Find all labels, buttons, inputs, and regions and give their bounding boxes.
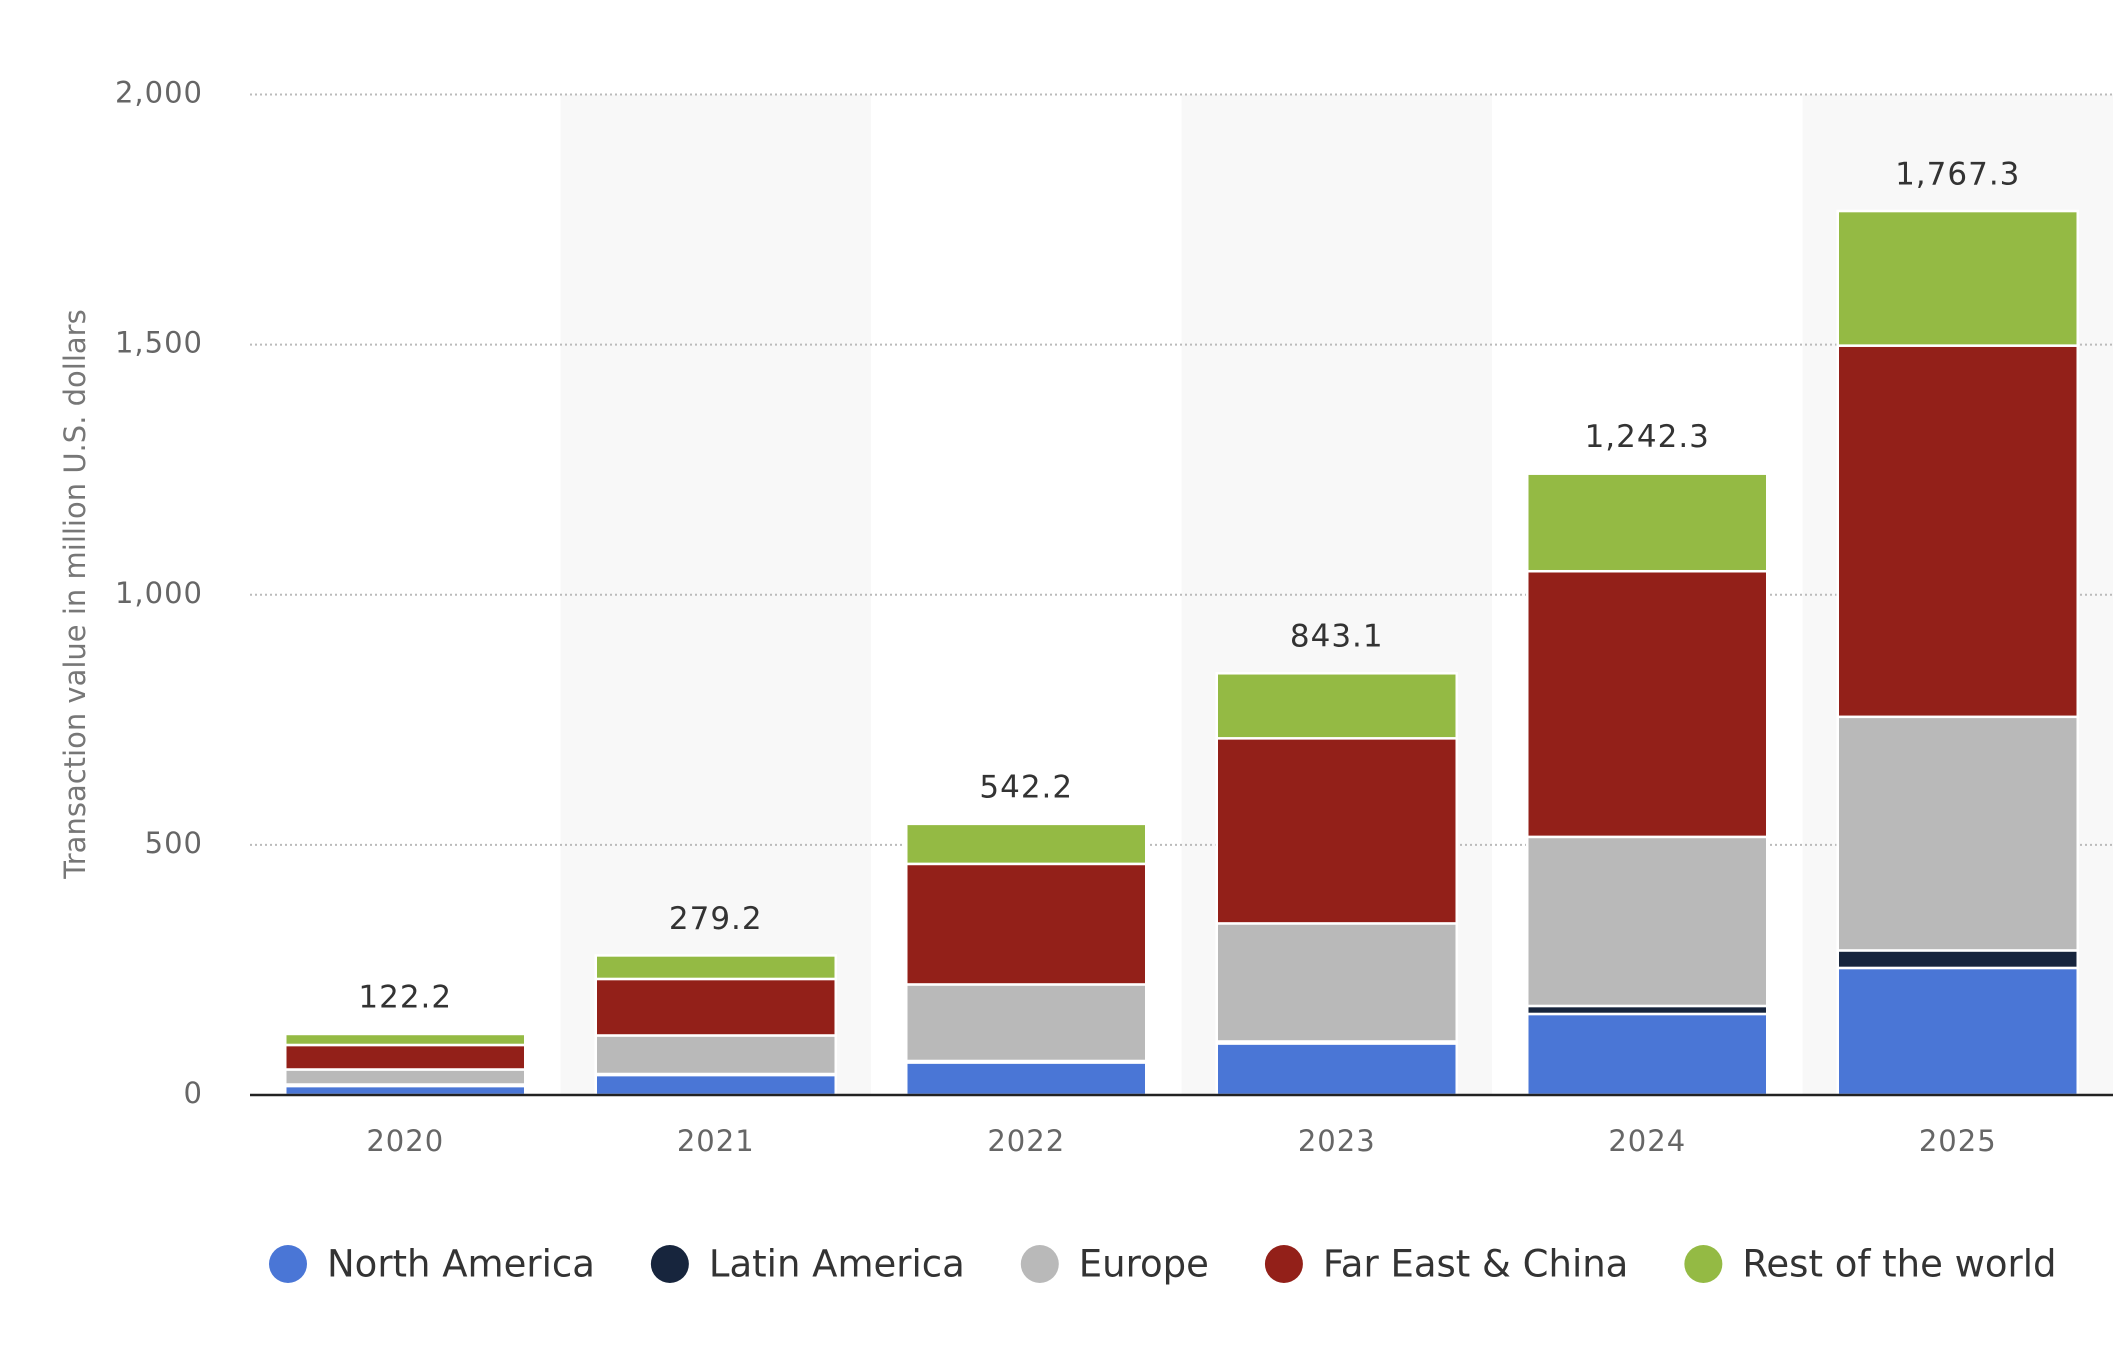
- y-tick-label: 1,000: [115, 576, 203, 610]
- bar-segment: [1215, 672, 1458, 740]
- total-label: 122.2: [358, 979, 452, 1015]
- legend-label: Latin America: [709, 1243, 965, 1286]
- y-tick-label: 0: [184, 1076, 203, 1110]
- bar-segment: [905, 983, 1148, 1063]
- bar-segment: [1215, 737, 1458, 925]
- total-label: 1,767.3: [1895, 156, 2020, 192]
- total-label: 1,242.3: [1585, 419, 1710, 455]
- bar-segment: [905, 1061, 1148, 1097]
- y-axis-title: Transaction value in million U.S. dollar…: [58, 309, 92, 879]
- total-label: 279.2: [669, 901, 763, 937]
- bar-segment: [905, 862, 1148, 986]
- y-tick-label: 2,000: [115, 76, 203, 110]
- y-tick-label: 500: [145, 826, 203, 860]
- total-label: 542.2: [979, 769, 1073, 805]
- legend-swatch: [650, 1245, 689, 1283]
- bar-segment: [594, 954, 837, 981]
- bar-segment: [284, 1084, 527, 1097]
- y-tick-label: 1,500: [115, 326, 203, 360]
- legend-item: Far East & China: [1264, 1243, 1628, 1286]
- x-tick-label: 2022: [987, 1124, 1065, 1158]
- x-tick-label: 2023: [1298, 1124, 1376, 1158]
- x-tick-label: 2025: [1919, 1124, 1997, 1158]
- bar-segment: [1215, 922, 1458, 1043]
- bar-segment: [1526, 472, 1769, 573]
- legend-item: North America: [269, 1243, 595, 1286]
- legend-swatch: [1264, 1245, 1303, 1283]
- bar-segment: [1215, 1042, 1458, 1097]
- bar-segment: [1836, 209, 2079, 347]
- legend-swatch: [269, 1245, 307, 1283]
- bar-segment: [905, 822, 1148, 866]
- x-tick-label: 2021: [677, 1124, 755, 1158]
- bar-segment: [284, 1043, 527, 1071]
- bar-segment: [594, 977, 837, 1037]
- legend-swatch: [1684, 1245, 1723, 1283]
- x-tick-label: 2024: [1608, 1124, 1686, 1158]
- legend-item: Latin America: [650, 1243, 965, 1286]
- bar-segment: [1526, 1012, 1769, 1097]
- bar-segment: [284, 1068, 527, 1086]
- legend-label: Rest of the world: [1742, 1243, 2056, 1286]
- bar-segment: [1836, 344, 2079, 719]
- bar-segment: [1836, 949, 2079, 970]
- bar-segment: [1836, 966, 2079, 1097]
- bar-segment: [594, 1073, 837, 1097]
- bar-segment: [1526, 835, 1769, 1008]
- bar-segment: [1526, 569, 1769, 839]
- bar-segment: [1836, 715, 2079, 952]
- legend-item: Rest of the world: [1684, 1243, 2057, 1286]
- bar-segment: [594, 1034, 837, 1076]
- legend-label: North America: [327, 1243, 595, 1286]
- bar-segment: [284, 1032, 527, 1047]
- legend-label: Far East & China: [1323, 1243, 1628, 1286]
- total-label: 843.1: [1290, 619, 1384, 655]
- legend-swatch: [1020, 1245, 1059, 1283]
- legend-label: Europe: [1079, 1243, 1209, 1286]
- x-tick-label: 2020: [366, 1124, 444, 1158]
- legend-item: Europe: [1020, 1243, 1209, 1286]
